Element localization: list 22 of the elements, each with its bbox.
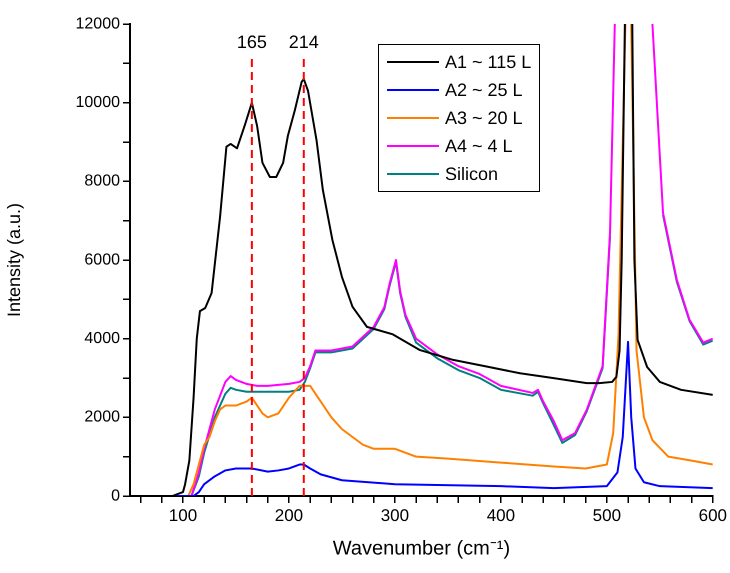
legend-label: A2 ~ 25 L: [445, 80, 523, 100]
y-tick-label: 10000: [76, 94, 120, 112]
y-tick-label: 2000: [84, 408, 120, 426]
ref-line-label: 165: [236, 32, 267, 52]
legend-label: A4 ~ 4 L: [445, 136, 513, 156]
y-tick-label: 0: [111, 487, 120, 504]
y-tick-label: 4000: [84, 330, 120, 348]
y-tick-label: 6000: [84, 251, 120, 268]
y-tick-label: 12000: [76, 15, 120, 32]
legend-label: Silicon: [445, 164, 498, 184]
x-tick-label: 200: [274, 506, 304, 525]
x-tick-label: 300: [380, 506, 410, 525]
y-tick-label: 8000: [84, 172, 120, 190]
x-tick-label: 500: [592, 506, 622, 525]
x-axis-title: Wavenumber (cm⁻¹): [332, 538, 510, 560]
ref-line-label: 214: [288, 32, 319, 52]
legend-label: A1 ~ 115 L: [445, 52, 532, 72]
y-axis-title: Intensity (a.u.): [4, 202, 24, 318]
legend-label: A3 ~ 20 L: [445, 108, 523, 128]
x-tick-label: 400: [486, 506, 516, 525]
x-tick-label: 100: [168, 506, 198, 525]
x-tick-label: 600: [698, 506, 728, 525]
